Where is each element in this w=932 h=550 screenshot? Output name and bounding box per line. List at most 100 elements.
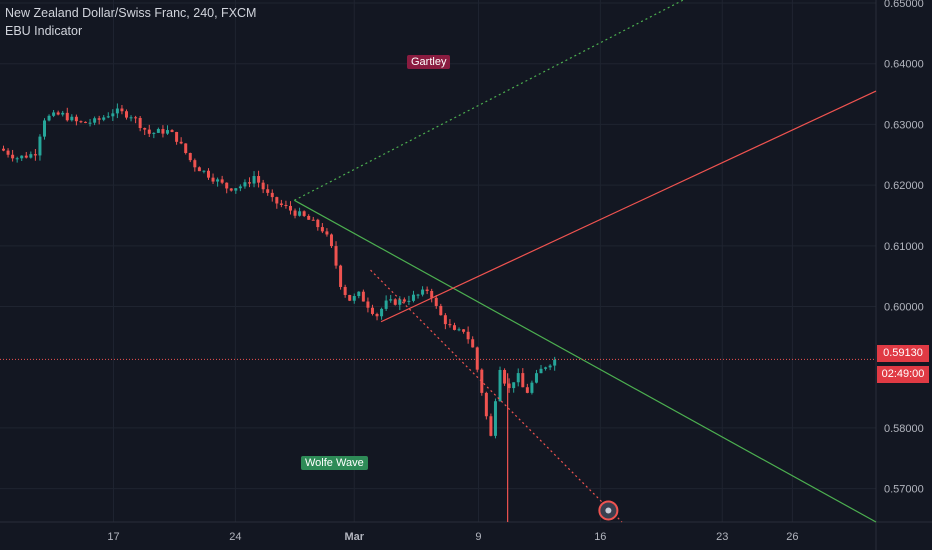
x-tick-label: Mar bbox=[344, 531, 364, 543]
candle-body bbox=[462, 329, 466, 332]
candle-body bbox=[52, 112, 56, 116]
candle-body bbox=[480, 369, 484, 393]
candle-body bbox=[275, 197, 279, 204]
y-tick-label: 0.62000 bbox=[884, 180, 924, 192]
candle-body bbox=[247, 182, 251, 184]
candle-body bbox=[124, 111, 128, 118]
candle-body bbox=[97, 118, 101, 120]
candle-body bbox=[534, 373, 538, 383]
candle-body bbox=[56, 112, 60, 115]
candle-body bbox=[6, 150, 10, 155]
candle-body bbox=[484, 392, 488, 417]
candle-body bbox=[334, 246, 338, 266]
pattern-line-wolfe-1-4 bbox=[294, 199, 877, 523]
candle-body bbox=[525, 387, 529, 393]
candle-body bbox=[507, 383, 511, 389]
candle-body bbox=[70, 116, 74, 121]
candle-body bbox=[539, 368, 543, 374]
candle-body bbox=[389, 299, 393, 301]
candle-body bbox=[238, 186, 242, 189]
candle-body bbox=[211, 177, 215, 182]
candle-body bbox=[307, 215, 311, 220]
candle-body bbox=[279, 203, 283, 206]
countdown-label: 02:49:00 bbox=[877, 366, 929, 383]
candle-body bbox=[165, 130, 169, 134]
candle-body bbox=[434, 297, 438, 306]
candle-body bbox=[79, 121, 83, 123]
candle-body bbox=[202, 170, 206, 172]
current-price-label: 0.59130 bbox=[877, 345, 929, 362]
candle-body bbox=[29, 154, 33, 158]
candle-body bbox=[161, 129, 165, 134]
candle-body bbox=[288, 205, 292, 211]
candle-body bbox=[352, 296, 356, 301]
candle-body bbox=[466, 331, 470, 340]
candle-body bbox=[93, 118, 97, 123]
candle-body bbox=[266, 189, 270, 193]
candle-body bbox=[261, 182, 265, 190]
candle-body bbox=[115, 108, 119, 114]
candle-body bbox=[421, 289, 425, 295]
y-tick-label: 0.65000 bbox=[884, 0, 924, 10]
candle-body bbox=[43, 120, 47, 137]
candle-body bbox=[443, 315, 447, 325]
candle-body bbox=[143, 128, 147, 130]
candle-body bbox=[270, 192, 274, 198]
candle-body bbox=[184, 143, 188, 154]
candle-body bbox=[471, 339, 475, 348]
candle-body bbox=[152, 132, 156, 134]
candle-body bbox=[375, 313, 379, 317]
candle-body bbox=[452, 325, 456, 330]
y-tick-label: 0.58000 bbox=[884, 423, 924, 435]
candle-body bbox=[106, 116, 110, 118]
candle-body bbox=[503, 369, 507, 384]
candle-body bbox=[252, 176, 256, 184]
candle-body bbox=[298, 211, 302, 216]
candle-body bbox=[293, 210, 297, 216]
candle-body bbox=[311, 219, 315, 221]
x-tick-label: 16 bbox=[594, 531, 606, 543]
gartley-label[interactable]: Gartley bbox=[407, 55, 451, 69]
candle-body bbox=[425, 289, 429, 291]
candle-body bbox=[83, 121, 87, 123]
candle-body bbox=[33, 154, 37, 156]
x-tick-label: 26 bbox=[786, 531, 798, 543]
candle-body bbox=[448, 324, 452, 326]
candle-body bbox=[88, 122, 92, 124]
candle-body bbox=[74, 116, 78, 122]
candle-body bbox=[170, 130, 174, 132]
candle-body bbox=[357, 291, 361, 297]
candle-body bbox=[316, 219, 320, 228]
candle-body bbox=[457, 329, 461, 331]
candle-body bbox=[147, 129, 151, 134]
candle-body bbox=[475, 347, 479, 370]
candle-body bbox=[243, 182, 247, 187]
candle-body bbox=[393, 299, 397, 305]
candle-body bbox=[220, 179, 224, 183]
candle-body bbox=[329, 234, 333, 247]
wolfe-wave-label[interactable]: Wolfe Wave bbox=[301, 456, 368, 470]
candle-body bbox=[179, 141, 183, 144]
candle-body bbox=[544, 367, 548, 369]
candle-body bbox=[20, 155, 24, 159]
candle-body bbox=[24, 155, 28, 158]
candle-body bbox=[325, 231, 329, 235]
candle-body bbox=[339, 265, 343, 287]
candle-body bbox=[361, 291, 365, 302]
candle-body bbox=[553, 359, 557, 366]
candle-body bbox=[61, 112, 65, 115]
candle-body bbox=[138, 117, 142, 129]
candle-body bbox=[320, 227, 324, 232]
candle-body bbox=[257, 176, 261, 183]
candle-body bbox=[416, 294, 420, 296]
candle-body bbox=[512, 382, 516, 389]
candle-body bbox=[343, 286, 347, 295]
pattern-line-gartley-extension bbox=[380, 90, 877, 323]
pattern-line-wolfe-1-3 bbox=[370, 269, 623, 523]
candle-body bbox=[439, 305, 443, 316]
candle-body bbox=[229, 188, 233, 191]
candle-body bbox=[225, 182, 229, 189]
